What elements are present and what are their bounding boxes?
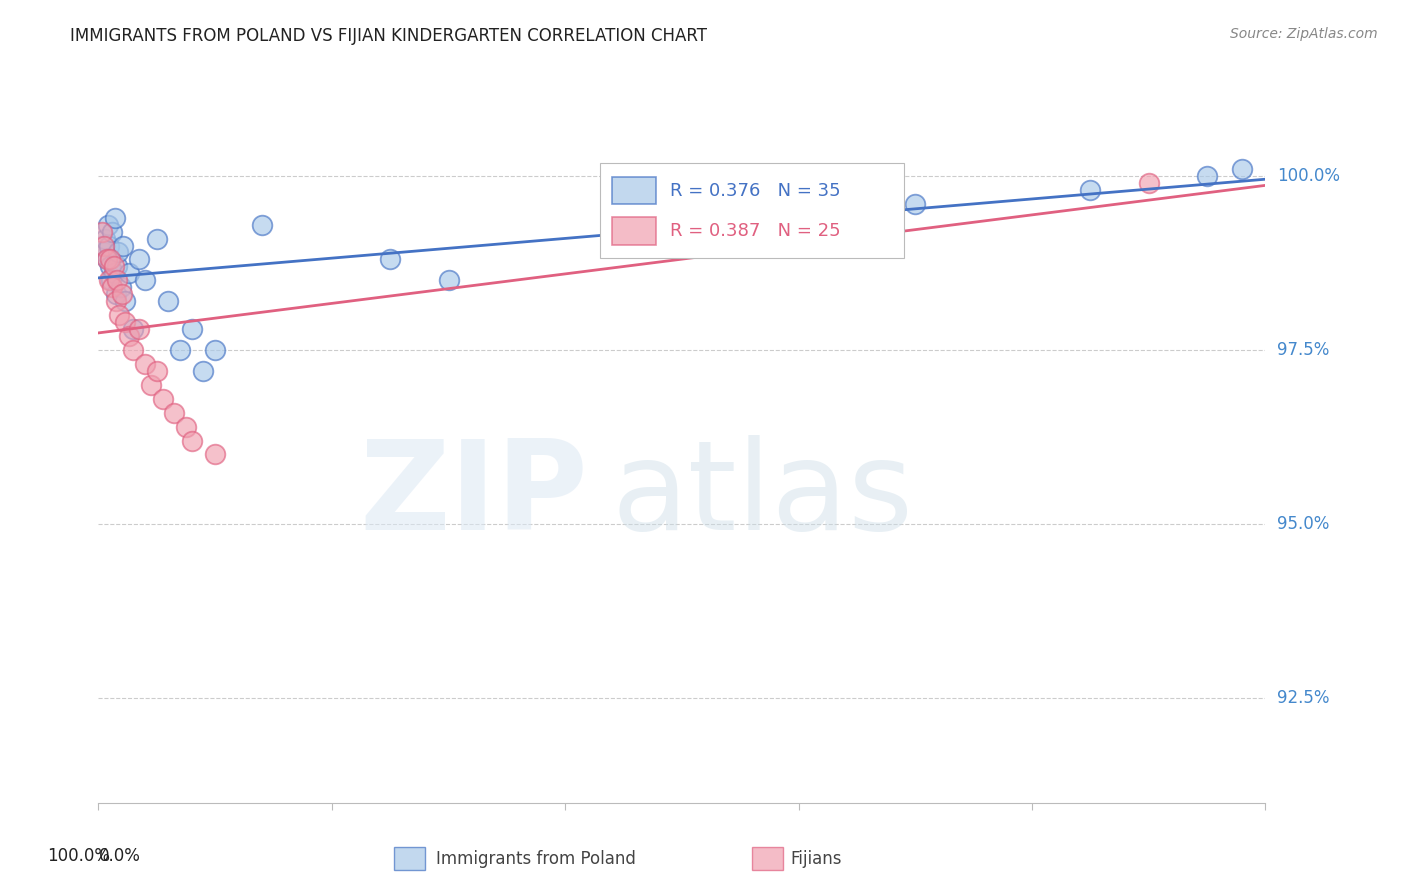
- Point: [157, 294, 180, 309]
- Point: [193, 364, 215, 378]
- Text: IMMIGRANTS FROM POLAND VS FIJIAN KINDERGARTEN CORRELATION CHART: IMMIGRANTS FROM POLAND VS FIJIAN KINDERG…: [70, 27, 707, 45]
- Point: [108, 308, 131, 322]
- Point: [146, 231, 169, 245]
- Point: [104, 294, 127, 309]
- Point: [134, 273, 156, 287]
- Point: [180, 322, 202, 336]
- FancyBboxPatch shape: [612, 177, 657, 204]
- Point: [111, 287, 134, 301]
- Text: 92.5%: 92.5%: [1277, 690, 1330, 707]
- Point: [180, 434, 202, 448]
- Point: [118, 329, 141, 343]
- Point: [1230, 161, 1253, 176]
- Point: [695, 211, 717, 225]
- Point: [174, 419, 197, 434]
- Point: [1197, 169, 1219, 183]
- Text: atlas: atlas: [612, 435, 914, 556]
- Point: [93, 238, 115, 252]
- Text: Source: ZipAtlas.com: Source: ZipAtlas.com: [1230, 27, 1378, 41]
- FancyBboxPatch shape: [600, 163, 904, 258]
- Text: 100.0%: 100.0%: [46, 847, 110, 864]
- Text: 100.0%: 100.0%: [1277, 167, 1340, 185]
- Point: [90, 225, 112, 239]
- Point: [104, 211, 127, 225]
- Point: [101, 225, 124, 239]
- Point: [118, 266, 141, 280]
- Point: [163, 406, 186, 420]
- Point: [437, 273, 460, 287]
- Point: [152, 392, 174, 406]
- Point: [128, 252, 150, 267]
- Point: [204, 448, 226, 462]
- Point: [103, 266, 125, 280]
- Text: 95.0%: 95.0%: [1277, 516, 1330, 533]
- Point: [97, 218, 120, 232]
- Point: [100, 273, 122, 287]
- Point: [101, 280, 124, 294]
- Point: [107, 245, 129, 260]
- Point: [105, 273, 128, 287]
- Point: [114, 294, 136, 309]
- Point: [730, 196, 752, 211]
- Point: [111, 238, 134, 252]
- Text: ZIP: ZIP: [360, 435, 589, 556]
- Point: [122, 322, 145, 336]
- Text: Immigrants from Poland: Immigrants from Poland: [436, 850, 636, 868]
- Point: [98, 260, 121, 274]
- Point: [146, 364, 169, 378]
- Text: R = 0.387   N = 25: R = 0.387 N = 25: [671, 222, 841, 240]
- Point: [96, 252, 118, 267]
- Point: [1137, 176, 1160, 190]
- Point: [97, 273, 120, 287]
- Point: [110, 280, 132, 294]
- Point: [169, 343, 191, 357]
- Point: [134, 357, 156, 371]
- Point: [94, 231, 117, 245]
- Point: [93, 245, 115, 260]
- Point: [114, 315, 136, 329]
- Point: [904, 196, 927, 211]
- Point: [204, 343, 226, 357]
- Point: [98, 252, 121, 267]
- Point: [122, 343, 145, 357]
- Point: [105, 260, 128, 274]
- Point: [380, 252, 402, 267]
- Text: R = 0.376   N = 35: R = 0.376 N = 35: [671, 182, 841, 200]
- Point: [1080, 183, 1102, 197]
- Point: [128, 322, 150, 336]
- Point: [97, 238, 120, 252]
- Text: Fijians: Fijians: [790, 850, 842, 868]
- Point: [90, 238, 112, 252]
- Text: 97.5%: 97.5%: [1277, 341, 1330, 359]
- Text: 0.0%: 0.0%: [98, 847, 141, 864]
- Point: [250, 218, 273, 232]
- FancyBboxPatch shape: [612, 217, 657, 244]
- Point: [96, 252, 118, 267]
- Point: [104, 287, 127, 301]
- Point: [139, 377, 162, 392]
- Point: [103, 260, 125, 274]
